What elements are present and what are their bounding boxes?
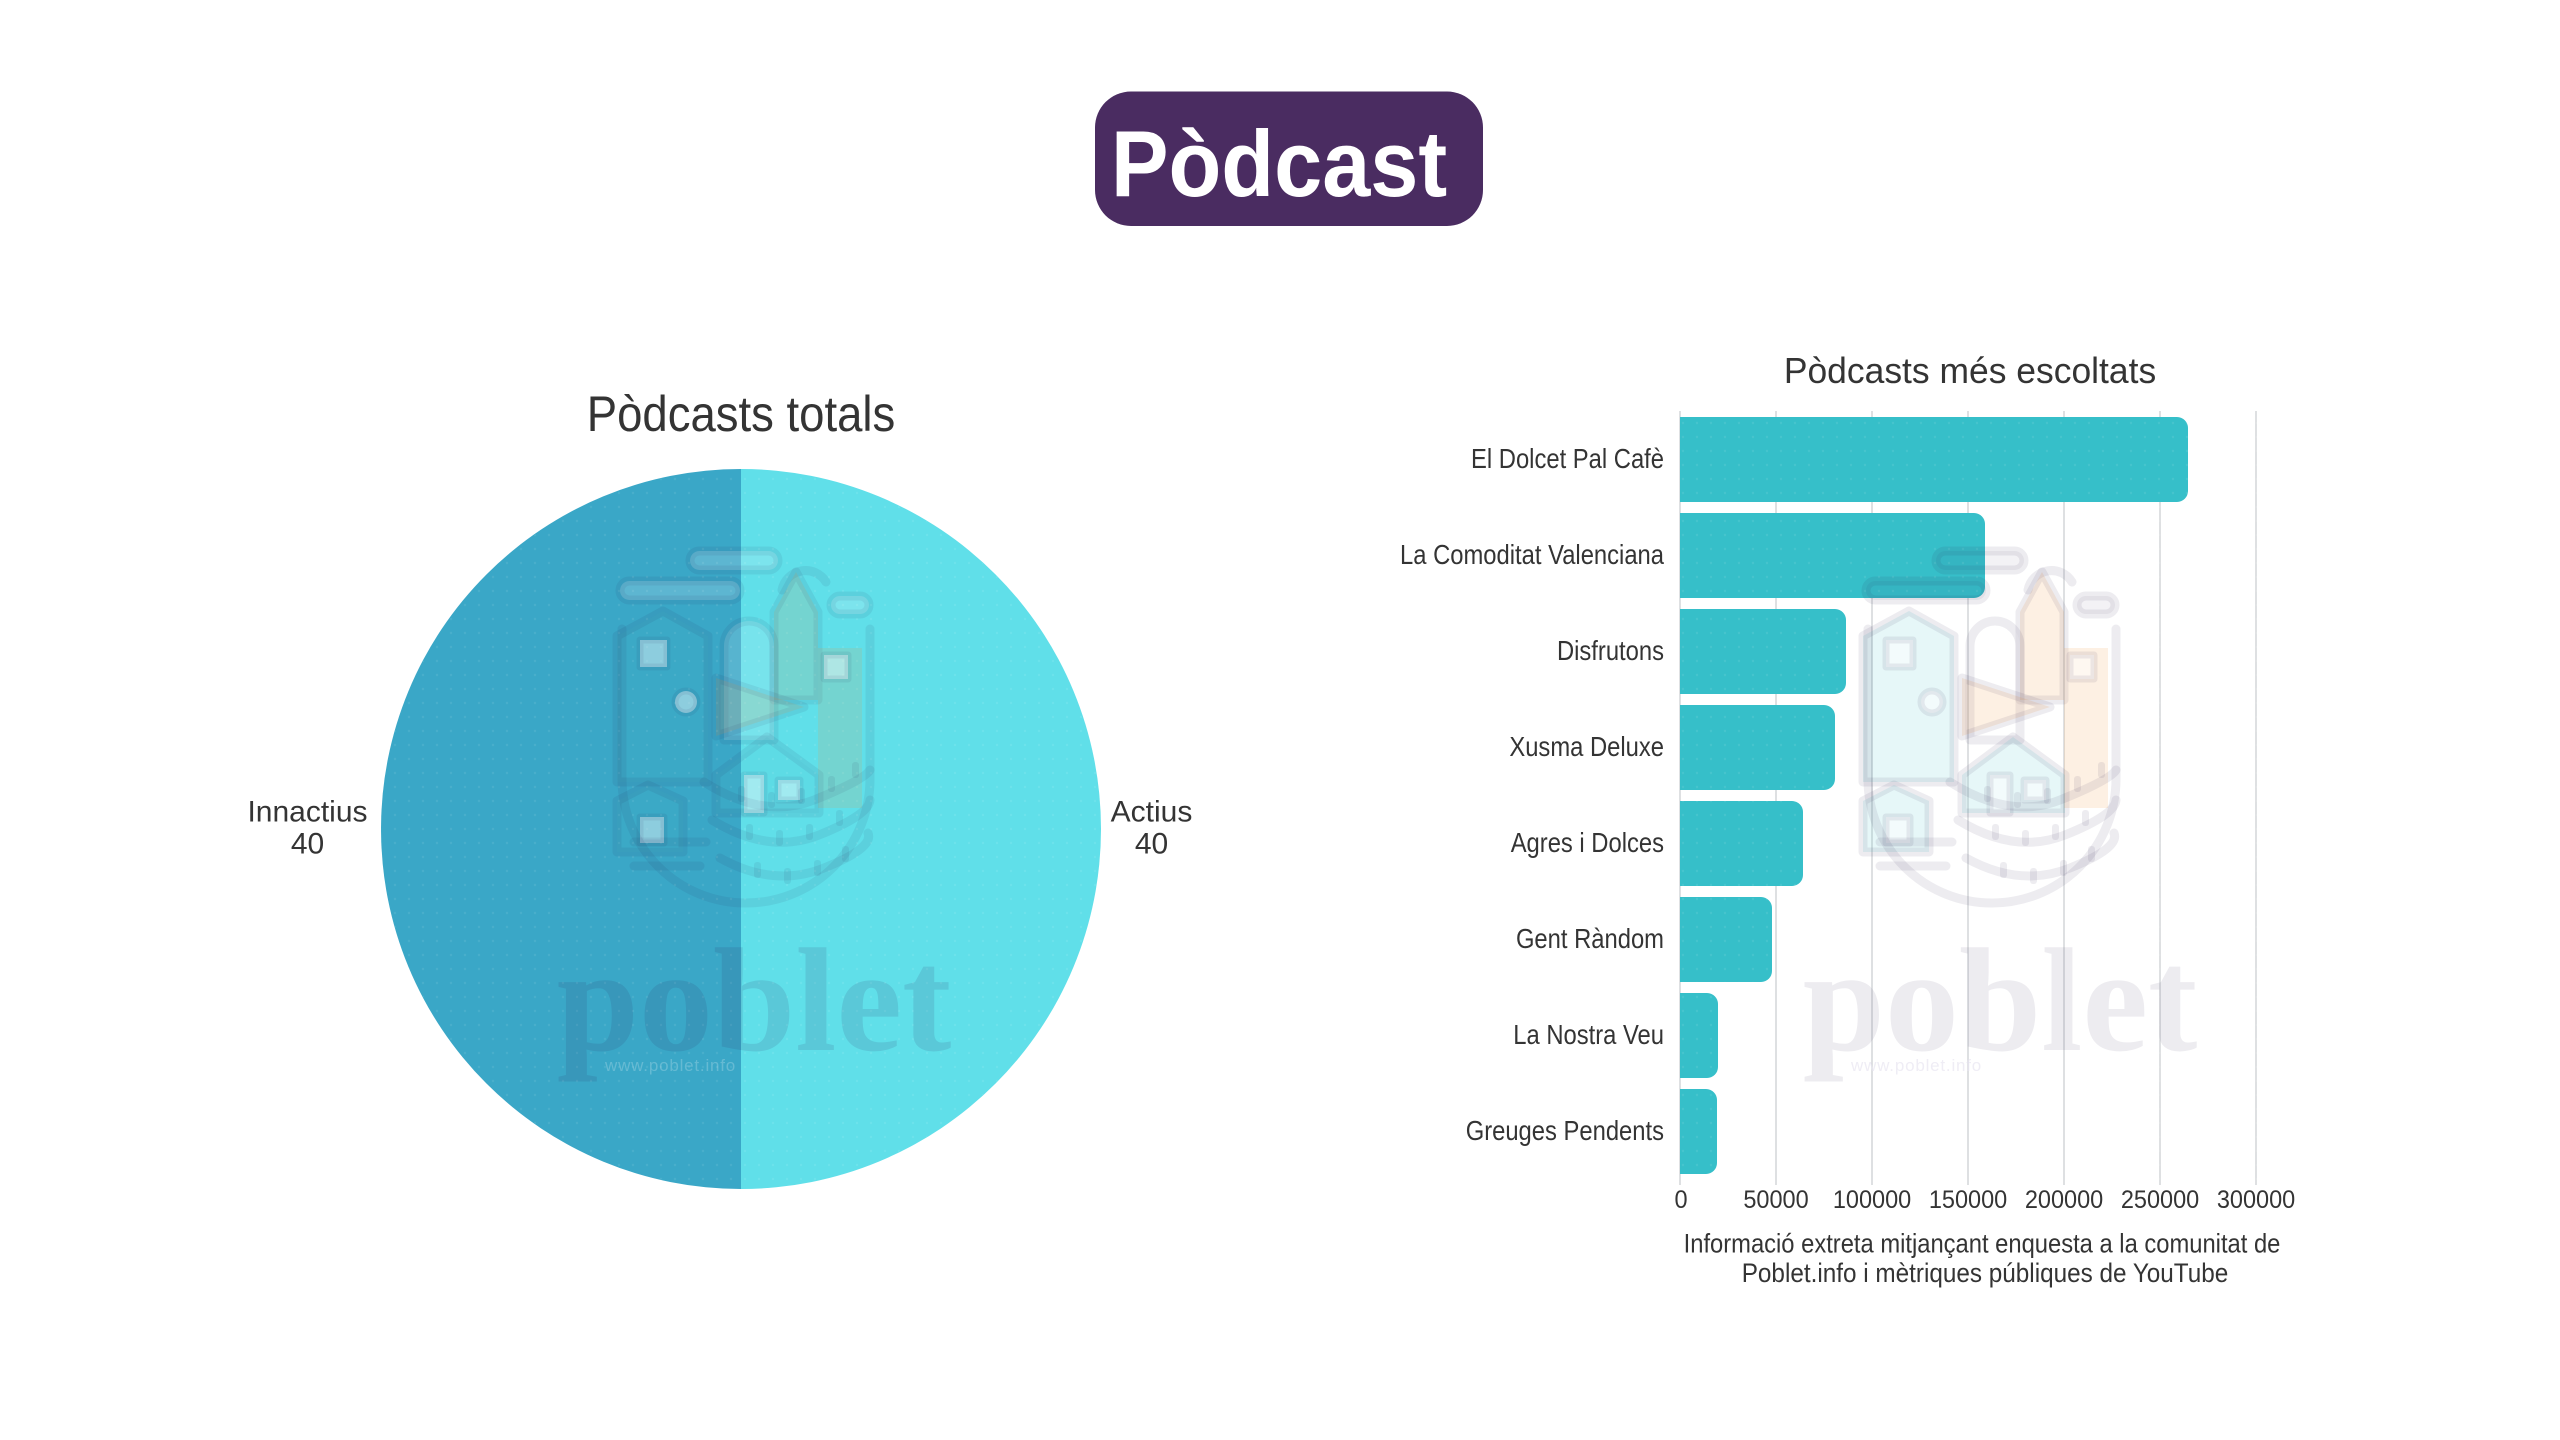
svg-text:Agres i Dolces: Agres i Dolces (1511, 828, 1664, 858)
svg-text:La Nostra Veu: La Nostra Veu (1513, 1020, 1664, 1050)
svg-text:40: 40 (1135, 828, 1168, 861)
svg-text:200000: 200000 (2025, 1186, 2103, 1214)
svg-text:Pòdcast: Pòdcast (1111, 112, 1447, 217)
svg-text:150000: 150000 (1929, 1186, 2007, 1214)
svg-text:50000: 50000 (1743, 1186, 1808, 1214)
svg-text:0: 0 (1674, 1186, 1687, 1214)
svg-text:Innactius: Innactius (247, 796, 367, 829)
svg-text:La Comoditat Valenciana: La Comoditat Valenciana (1400, 540, 1665, 570)
svg-text:Disfrutons: Disfrutons (1557, 636, 1664, 666)
svg-text:Greuges Pendents: Greuges Pendents (1466, 1116, 1664, 1146)
svg-text:100000: 100000 (1833, 1186, 1911, 1214)
svg-text:Pòdcasts més escoltats: Pòdcasts més escoltats (1784, 351, 2156, 391)
svg-text:250000: 250000 (2121, 1186, 2199, 1214)
svg-text:40: 40 (291, 828, 324, 861)
svg-text:Pòdcasts totals: Pòdcasts totals (587, 387, 896, 442)
svg-text:El Dolcet Pal Cafè: El Dolcet Pal Cafè (1471, 444, 1664, 474)
svg-text:Gent Ràndom: Gent Ràndom (1516, 924, 1664, 954)
svg-text:Poblet.info i mètriques públiq: Poblet.info i mètriques públiques de You… (1742, 1259, 2229, 1288)
svg-text:300000: 300000 (2217, 1186, 2295, 1214)
svg-text:Informació extreta mitjançant: Informació extreta mitjançant enquesta a… (1684, 1229, 2281, 1259)
svg-text:Xusma Deluxe: Xusma Deluxe (1509, 732, 1664, 762)
svg-text:Actius: Actius (1111, 796, 1193, 829)
